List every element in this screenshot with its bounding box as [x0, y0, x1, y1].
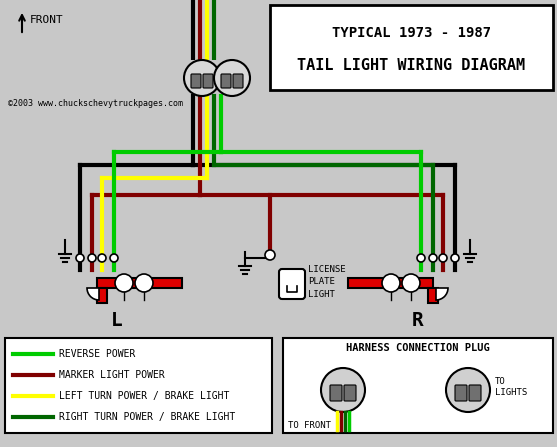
Circle shape [110, 254, 118, 262]
Circle shape [429, 254, 437, 262]
Wedge shape [436, 288, 448, 300]
Bar [270, 5, 553, 90]
Circle shape [382, 274, 400, 292]
Text: ©2003 www.chuckschevytruckpages.com: ©2003 www.chuckschevytruckpages.com [8, 98, 183, 107]
Circle shape [115, 274, 133, 292]
Circle shape [265, 250, 275, 260]
Circle shape [214, 60, 250, 96]
FancyBboxPatch shape [279, 269, 305, 299]
Circle shape [451, 254, 459, 262]
FancyBboxPatch shape [203, 74, 213, 88]
Text: TO FRONT: TO FRONT [288, 421, 331, 430]
FancyBboxPatch shape [191, 74, 201, 88]
Text: TYPICAL 1973 - 1987: TYPICAL 1973 - 1987 [332, 26, 491, 40]
Text: TAIL LIGHT WIRING DIAGRAM: TAIL LIGHT WIRING DIAGRAM [297, 58, 526, 72]
Circle shape [402, 274, 420, 292]
Circle shape [184, 60, 220, 96]
Text: FRONT: FRONT [30, 15, 63, 25]
Text: LEFT TURN POWER / BRAKE LIGHT: LEFT TURN POWER / BRAKE LIGHT [59, 391, 229, 401]
Text: TO
LIGHTS: TO LIGHTS [495, 377, 527, 396]
FancyBboxPatch shape [233, 74, 243, 88]
Wedge shape [87, 288, 99, 300]
FancyBboxPatch shape [221, 74, 231, 88]
Text: R: R [412, 311, 424, 329]
Text: L: L [111, 311, 123, 329]
Bar [428, 288, 438, 303]
Text: MARKER LIGHT POWER: MARKER LIGHT POWER [59, 370, 165, 380]
Bar [97, 288, 107, 303]
Text: REVERSE POWER: REVERSE POWER [59, 349, 135, 359]
Circle shape [446, 368, 490, 412]
FancyBboxPatch shape [330, 385, 342, 401]
Circle shape [135, 274, 153, 292]
Bar [283, 338, 553, 433]
FancyBboxPatch shape [455, 385, 467, 401]
Circle shape [98, 254, 106, 262]
FancyBboxPatch shape [344, 385, 356, 401]
Bar [97, 278, 182, 288]
Circle shape [417, 254, 425, 262]
FancyBboxPatch shape [469, 385, 481, 401]
Bar [5, 338, 272, 433]
Bar [348, 278, 433, 288]
Text: RIGHT TURN POWER / BRAKE LIGHT: RIGHT TURN POWER / BRAKE LIGHT [59, 412, 235, 422]
Text: LICENSE
PLATE
LIGHT: LICENSE PLATE LIGHT [308, 265, 346, 299]
Text: HARNESS CONNECTION PLUG: HARNESS CONNECTION PLUG [346, 343, 490, 353]
Circle shape [76, 254, 84, 262]
Circle shape [439, 254, 447, 262]
Circle shape [88, 254, 96, 262]
Circle shape [321, 368, 365, 412]
